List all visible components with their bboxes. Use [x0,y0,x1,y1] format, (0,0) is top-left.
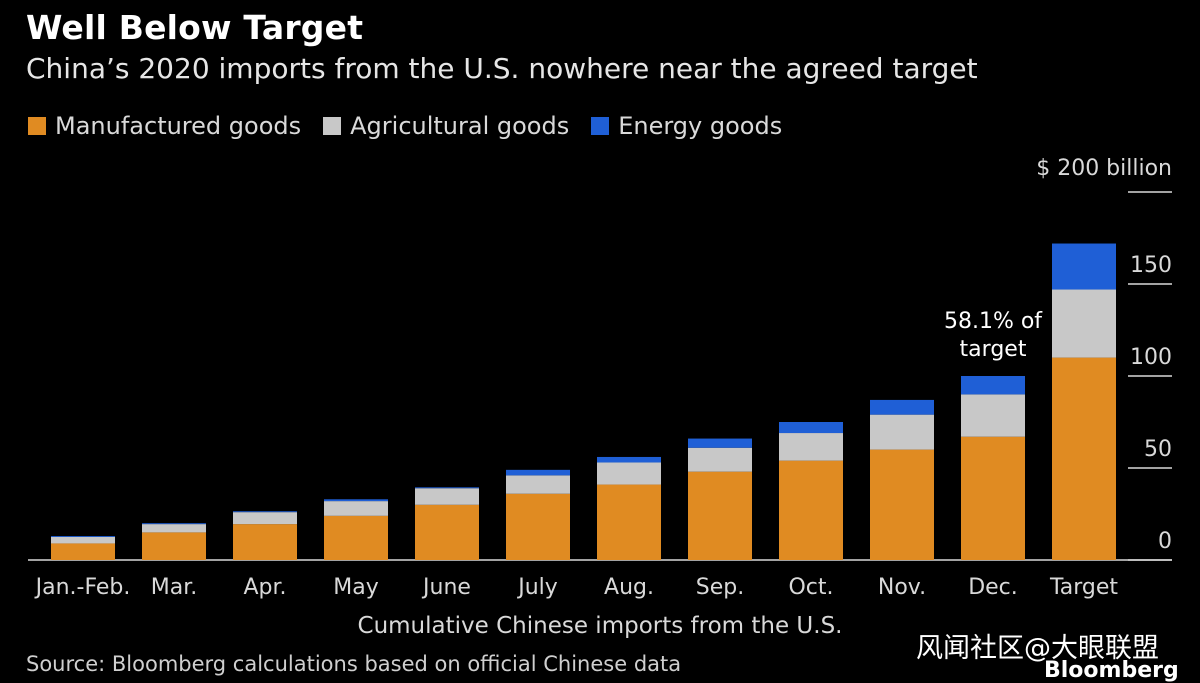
legend-label-manufactured: Manufactured goods [55,112,302,140]
legend-item-energy: Energy goods [591,112,782,140]
source-note: Source: Bloomberg calculations based on … [26,652,682,676]
bar-segment-agricultural-goods [324,501,388,516]
annotation-text: 58.1% of [944,309,1043,334]
bar-segment-agricultural-goods [51,537,115,544]
chart-subtitle: China’s 2020 imports from the U.S. nowhe… [26,52,978,85]
bar-segment-manufactured-goods [597,484,661,560]
bar-segment-manufactured-goods [688,471,752,560]
y-tick-label: 100 [1130,345,1172,370]
bar-segment-energy-goods [142,523,206,525]
bar-segment-agricultural-goods [415,488,479,505]
bar-segment-energy-goods [506,469,570,476]
watermark-text: 风闻社区@大眼联盟 [916,633,1159,664]
bar-segment-manufactured-goods [779,460,843,560]
bloomberg-logo: Bloomberg [1044,658,1179,683]
bar-segment-manufactured-goods [233,524,297,560]
bar-segment-manufactured-goods [324,515,388,560]
bar-segment-agricultural-goods [688,447,752,472]
x-tick-label: Apr. [243,575,286,600]
legend-swatch-manufactured [28,117,46,135]
bar-segment-agricultural-goods [506,475,570,494]
bar-segment-energy-goods [415,487,479,489]
x-tick-label: Oct. [788,575,833,600]
bar-segment-agricultural-goods [961,394,1025,437]
bar-segment-manufactured-goods [142,532,206,560]
y-unit-label: $ 200 billion [1036,156,1172,181]
y-tick-label: 150 [1130,253,1172,278]
x-tick-label: May [333,575,378,600]
bar-segment-agricultural-goods [870,414,934,450]
bar-segment-energy-goods [597,456,661,463]
x-axis-title: Cumulative Chinese imports from the U.S. [358,613,843,639]
bar-segment-energy-goods [324,499,388,502]
bar-segment-energy-goods [51,536,115,537]
y-tick-label: 50 [1144,437,1172,462]
legend: Manufactured goods Agricultural goods En… [28,112,804,140]
bar-segment-energy-goods [688,438,752,448]
legend-label-agricultural: Agricultural goods [350,112,570,140]
bar-segment-agricultural-goods [233,512,297,525]
bar-segment-agricultural-goods [142,524,206,533]
bar-segment-energy-goods [961,376,1025,395]
x-tick-label: Dec. [968,575,1018,600]
legend-swatch-energy [591,117,610,135]
x-tick-label: Nov. [878,575,926,600]
legend-item-agricultural: Agricultural goods [323,112,569,140]
x-tick-label: July [516,575,558,600]
bar-segment-manufactured-goods [1052,357,1116,560]
bar-segment-manufactured-goods [506,493,570,560]
bar-segment-energy-goods [870,399,934,415]
bar-segment-energy-goods [233,511,297,513]
x-tick-label: Mar. [151,575,197,600]
bar-segment-agricultural-goods [597,462,661,485]
bar-segment-energy-goods [779,422,843,434]
bar-segment-energy-goods [1052,243,1116,290]
y-tick-label: 0 [1158,529,1172,554]
x-tick-label: June [421,575,471,600]
x-tick-label: Aug. [604,575,654,600]
bar-segment-manufactured-goods [51,543,115,560]
x-tick-label: Sep. [696,575,744,600]
annotation-text: target [960,337,1027,362]
bar-segment-manufactured-goods [961,436,1025,560]
x-tick-label: Target [1049,575,1118,600]
legend-label-energy: Energy goods [618,112,783,140]
legend-swatch-agricultural [323,117,342,135]
bar-segment-manufactured-goods [415,504,479,560]
legend-item-manufactured: Manufactured goods [28,112,301,140]
bar-segment-manufactured-goods [870,449,934,560]
chart-title: Well Below Target [26,8,364,47]
bar-segment-agricultural-goods [779,433,843,461]
bar-segment-agricultural-goods [1052,289,1116,358]
x-tick-label: Jan.-Feb. [34,575,131,600]
